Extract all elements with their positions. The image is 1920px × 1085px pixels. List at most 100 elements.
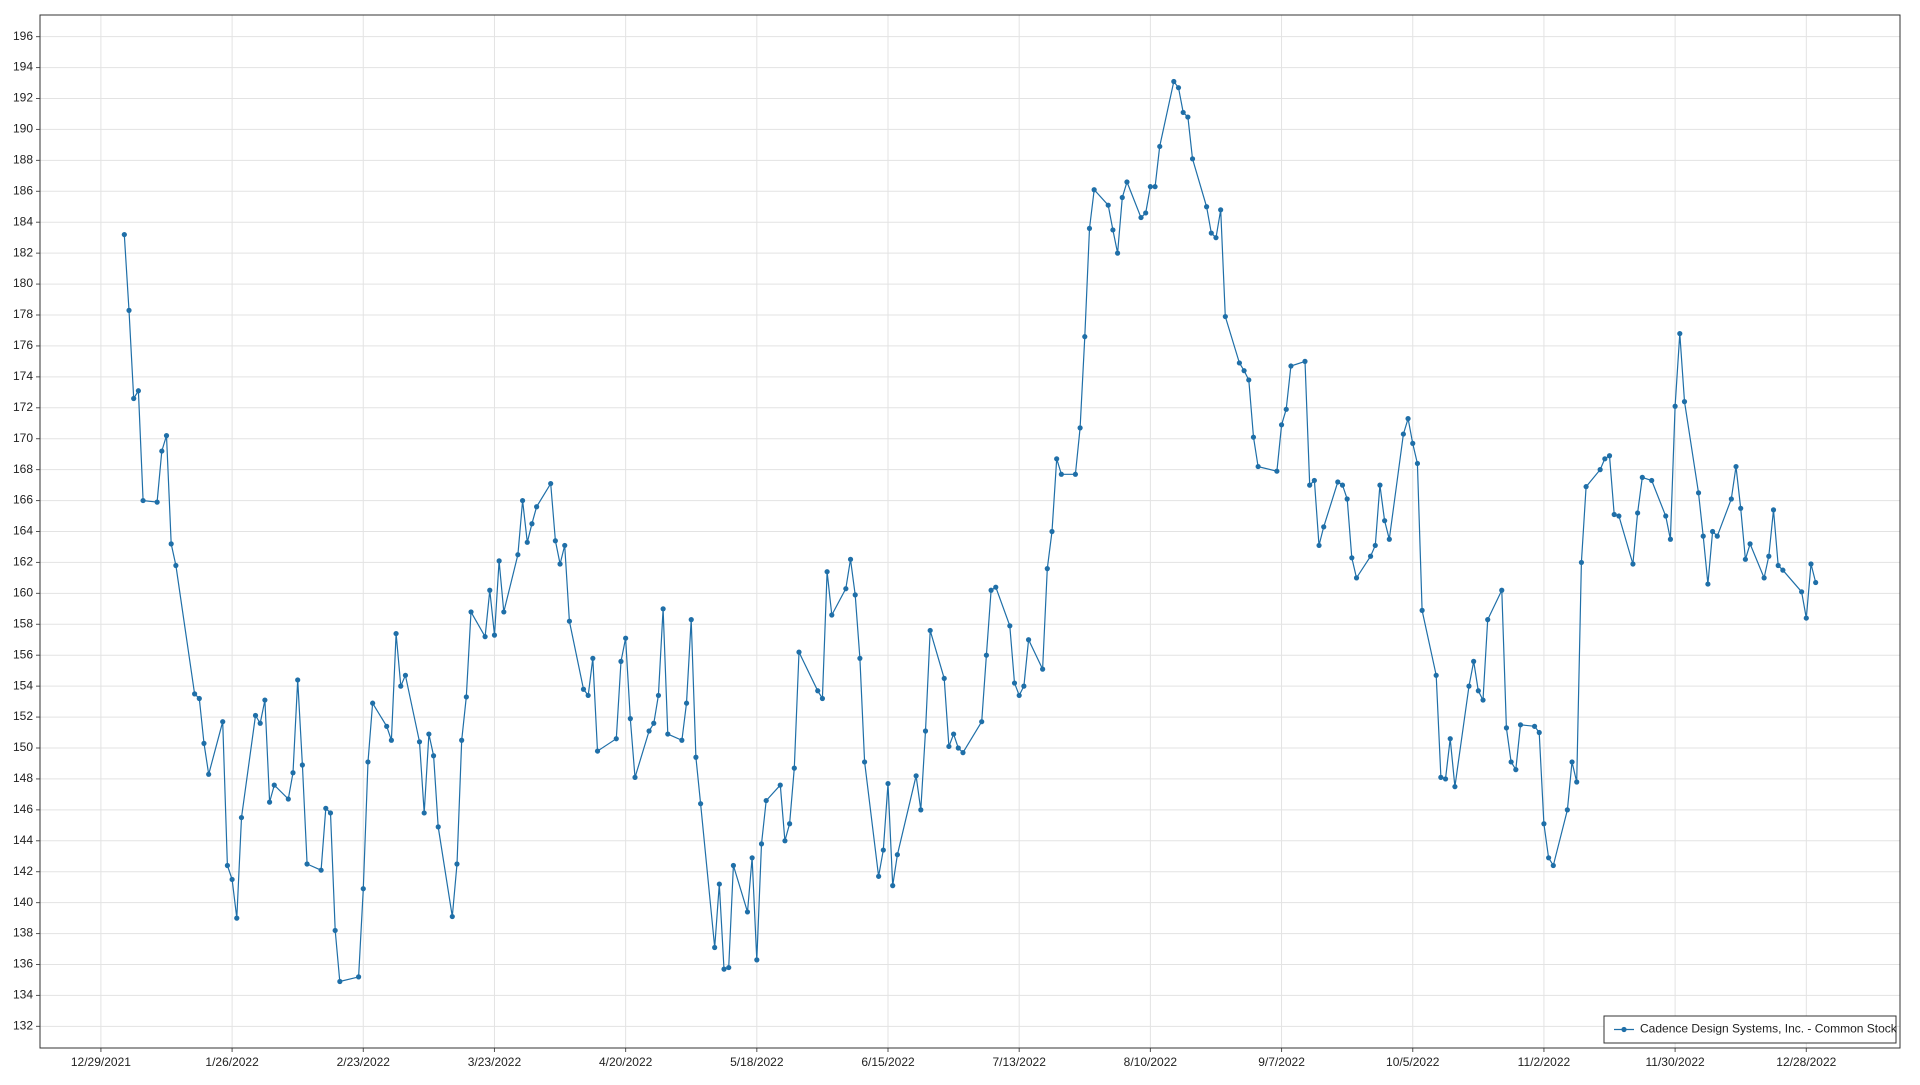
data-point (266, 799, 273, 805)
data-point (1761, 575, 1767, 581)
data-point (852, 592, 858, 598)
data-point (1635, 510, 1641, 516)
data-point (337, 978, 343, 985)
data-point (534, 504, 540, 510)
legend-box (1603, 1015, 1897, 1044)
data-point (1419, 607, 1425, 613)
data-point (1475, 688, 1481, 694)
data-point (1799, 589, 1805, 595)
data-point (1681, 399, 1688, 405)
legend-marker (1621, 1026, 1627, 1033)
data-point (1695, 490, 1702, 496)
x-tick-label: 12/29/2021 (71, 1055, 131, 1069)
data-point (946, 743, 952, 750)
data-point (1447, 736, 1453, 742)
x-tick-label: 9/7/2022 (1258, 1055, 1305, 1069)
data-point (1766, 553, 1772, 559)
data-point (1410, 440, 1416, 446)
data-point (1574, 779, 1580, 785)
data-point (1667, 536, 1674, 542)
data-point (393, 630, 399, 637)
data-point (557, 561, 563, 567)
data-point (890, 883, 896, 889)
data-point (960, 750, 966, 756)
y-tick-label: 168 (13, 462, 33, 476)
data-point (857, 655, 863, 661)
data-point (1503, 725, 1510, 731)
data-point (660, 606, 666, 612)
data-point (1302, 358, 1308, 364)
data-point (234, 915, 240, 921)
legend-label: Cadence Design Systems, Inc. - Common St… (1640, 1022, 1898, 1036)
data-point (1049, 528, 1055, 535)
data-point (1508, 759, 1514, 765)
data-point (618, 658, 624, 664)
data-point (257, 720, 263, 726)
data-point (927, 627, 933, 634)
y-tick-label: 160 (13, 586, 33, 600)
data-point (777, 782, 783, 788)
data-point (721, 966, 727, 972)
data-point (880, 847, 886, 853)
data-point (524, 539, 530, 545)
data-point (299, 762, 305, 768)
data-point (435, 824, 441, 830)
data-point (519, 497, 526, 504)
data-point (126, 307, 132, 313)
data-point (688, 617, 694, 623)
data-point (1400, 431, 1406, 437)
y-tick-label: 150 (13, 740, 33, 754)
data-point (459, 737, 465, 743)
data-point (163, 433, 170, 439)
data-point (627, 716, 633, 722)
data-point (562, 542, 568, 549)
data-point (922, 728, 929, 734)
y-tick-label: 178 (13, 307, 33, 321)
data-point (1044, 566, 1050, 572)
data-point (1119, 194, 1125, 201)
x-tick-label: 1/26/2022 (205, 1055, 259, 1069)
data-point (894, 852, 900, 858)
data-point (1630, 561, 1636, 567)
y-tick-label: 166 (13, 493, 33, 507)
data-point (468, 609, 474, 615)
data-point (1143, 210, 1149, 216)
data-point (1813, 579, 1819, 586)
data-point (135, 388, 141, 394)
data-point (712, 944, 718, 951)
data-point (1077, 425, 1083, 431)
y-tick-label: 186 (13, 183, 33, 197)
data-point (365, 759, 371, 765)
data-point (449, 913, 455, 920)
data-point (1288, 363, 1294, 369)
data-point (1569, 759, 1575, 765)
data-point (463, 694, 469, 700)
data-point (782, 838, 788, 844)
data-point (918, 807, 924, 813)
data-point (491, 632, 498, 638)
data-point (787, 821, 793, 827)
data-point (876, 873, 882, 879)
data-point (388, 737, 394, 743)
data-point (1203, 204, 1210, 210)
data-point (1157, 143, 1163, 150)
y-tick-label: 154 (13, 678, 33, 692)
y-tick-label: 176 (13, 338, 33, 352)
data-point (1747, 541, 1753, 547)
data-point (496, 558, 502, 564)
data-point (238, 814, 245, 821)
data-point (1218, 207, 1224, 213)
data-point (1353, 575, 1360, 581)
data-point (1709, 528, 1716, 535)
data-point (983, 652, 989, 658)
data-point (861, 759, 868, 765)
y-tick-label: 148 (13, 771, 33, 785)
data-point (730, 862, 737, 869)
y-tick-label: 184 (13, 214, 33, 228)
y-tick-label: 180 (13, 276, 33, 290)
data-point (1180, 109, 1186, 116)
data-point (1307, 482, 1313, 488)
data-point (196, 695, 202, 702)
data-point (1007, 623, 1013, 629)
